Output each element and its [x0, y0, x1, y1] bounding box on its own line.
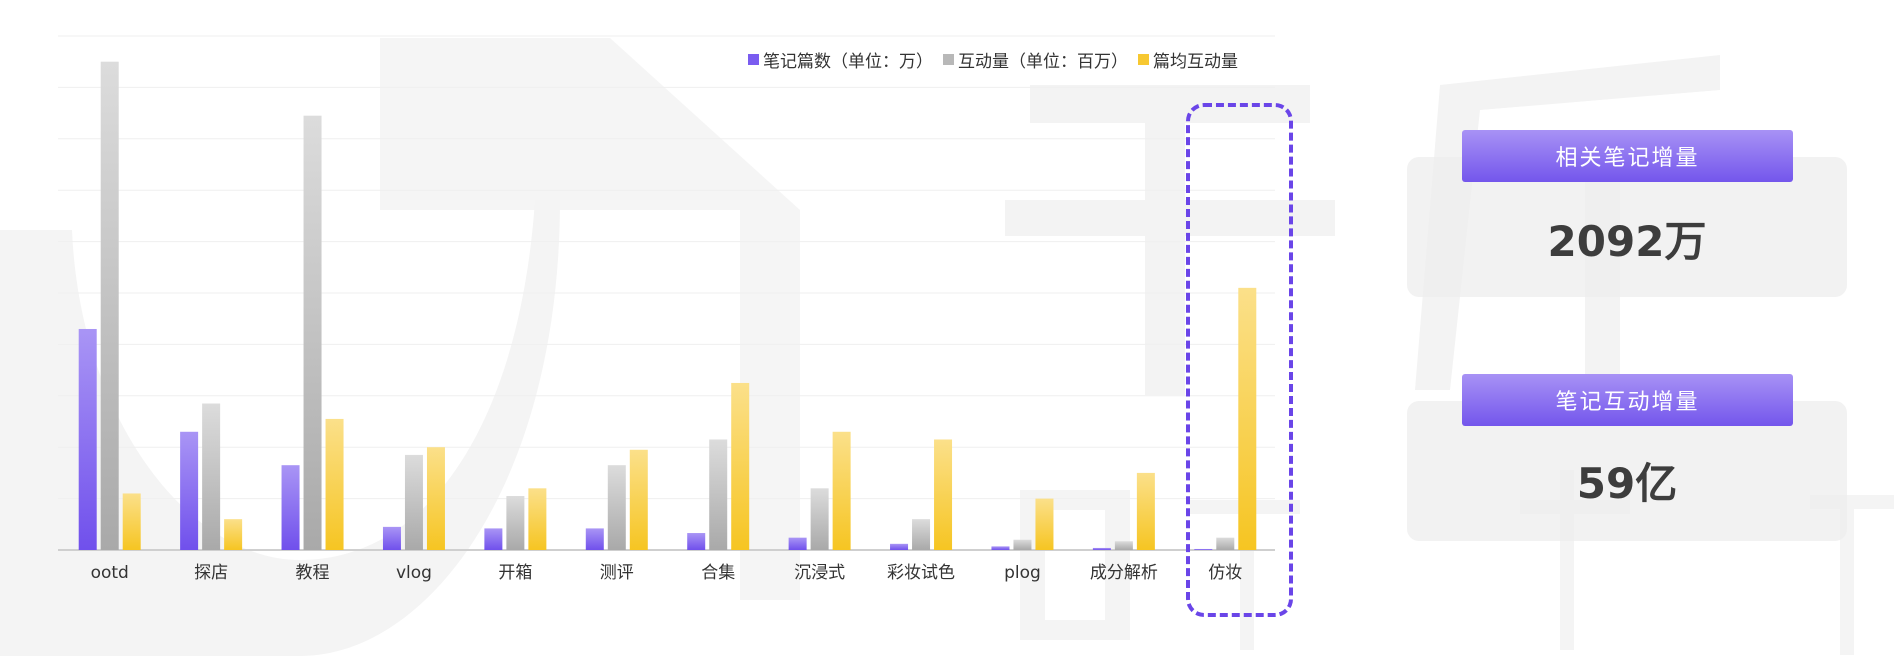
bar-0[interactable]: [281, 465, 300, 550]
bar-1[interactable]: [709, 439, 728, 550]
bar-2[interactable]: [122, 493, 141, 550]
legend-label: 篇均互动量: [1153, 52, 1238, 72]
bar-2[interactable]: [325, 418, 344, 550]
bar-2[interactable]: [1035, 498, 1054, 550]
legend-swatch: [1138, 54, 1149, 65]
stat-value: 2092万: [1547, 217, 1707, 266]
bar-1[interactable]: [506, 496, 525, 550]
bar-1[interactable]: [303, 115, 322, 551]
x-tick-label: plog: [1004, 563, 1041, 583]
x-tick-label: 成分解析: [1090, 563, 1158, 583]
x-tick-label: 彩妆试色: [887, 563, 955, 583]
legend-item[interactable]: 互动量（单位：百万）: [943, 47, 1128, 72]
bar-2[interactable]: [629, 449, 648, 550]
bar-0[interactable]: [1092, 547, 1111, 550]
x-tick-label: 测评: [600, 563, 634, 583]
legend-label: 笔记篇数（单位：万）: [763, 52, 933, 72]
bar-2[interactable]: [528, 488, 547, 550]
x-tick-label: 合集: [701, 563, 735, 583]
bar-0[interactable]: [991, 546, 1010, 550]
legend-item[interactable]: 笔记篇数（单位：万）: [748, 47, 933, 72]
bar-1[interactable]: [100, 61, 119, 550]
stat-label: 笔记互动增量: [1462, 374, 1793, 426]
bar-1[interactable]: [810, 488, 829, 550]
bar-1[interactable]: [1114, 541, 1133, 550]
bar-1[interactable]: [404, 454, 423, 550]
x-tick-label: vlog: [396, 563, 432, 583]
legend-item[interactable]: 篇均互动量: [1138, 47, 1238, 72]
bar-1[interactable]: [202, 403, 221, 550]
bar-2[interactable]: [731, 382, 750, 550]
x-tick-label: 开箱: [498, 563, 532, 583]
bar-0[interactable]: [788, 537, 807, 550]
legend-swatch: [748, 54, 759, 65]
bar-0[interactable]: [1194, 548, 1213, 550]
bar-1[interactable]: [912, 519, 931, 550]
bar-chart: ootd 探店 教程 vlog 开箱 测评 合集 沉浸式 彩妆试色 plog 成分解析 仿妆: [58, 35, 1275, 583]
bar-0[interactable]: [687, 533, 706, 550]
bar-1[interactable]: [1013, 539, 1032, 550]
bar-0[interactable]: [180, 431, 199, 550]
x-tick-label: 沉浸式: [794, 563, 845, 583]
bar-2[interactable]: [426, 447, 445, 550]
highlight-box: [1186, 103, 1293, 617]
bar-2[interactable]: [832, 431, 851, 550]
bar-0[interactable]: [78, 328, 97, 550]
bar-0[interactable]: [585, 528, 604, 550]
x-tick-label: 仿妆: [1208, 563, 1242, 583]
bar-2[interactable]: [934, 439, 953, 550]
bar-2[interactable]: [224, 519, 243, 550]
chart-legend: 笔记篇数（单位：万） 互动量（单位：百万） 篇均互动量: [748, 47, 1238, 72]
x-tick-label: 教程: [296, 563, 330, 583]
bar-1[interactable]: [607, 465, 626, 550]
bar-2[interactable]: [1136, 472, 1155, 550]
x-tick-label: 探店: [194, 563, 228, 583]
bar-0[interactable]: [890, 543, 909, 550]
bar-0[interactable]: [484, 528, 503, 550]
stat-value: 59亿: [1576, 459, 1678, 508]
legend-label: 互动量（单位：百万）: [958, 52, 1128, 72]
bar-1[interactable]: [1216, 537, 1235, 550]
stat-label: 相关笔记增量: [1462, 130, 1793, 182]
x-tick-label: ootd: [91, 563, 129, 583]
legend-swatch: [943, 54, 954, 65]
bar-0[interactable]: [382, 526, 401, 550]
